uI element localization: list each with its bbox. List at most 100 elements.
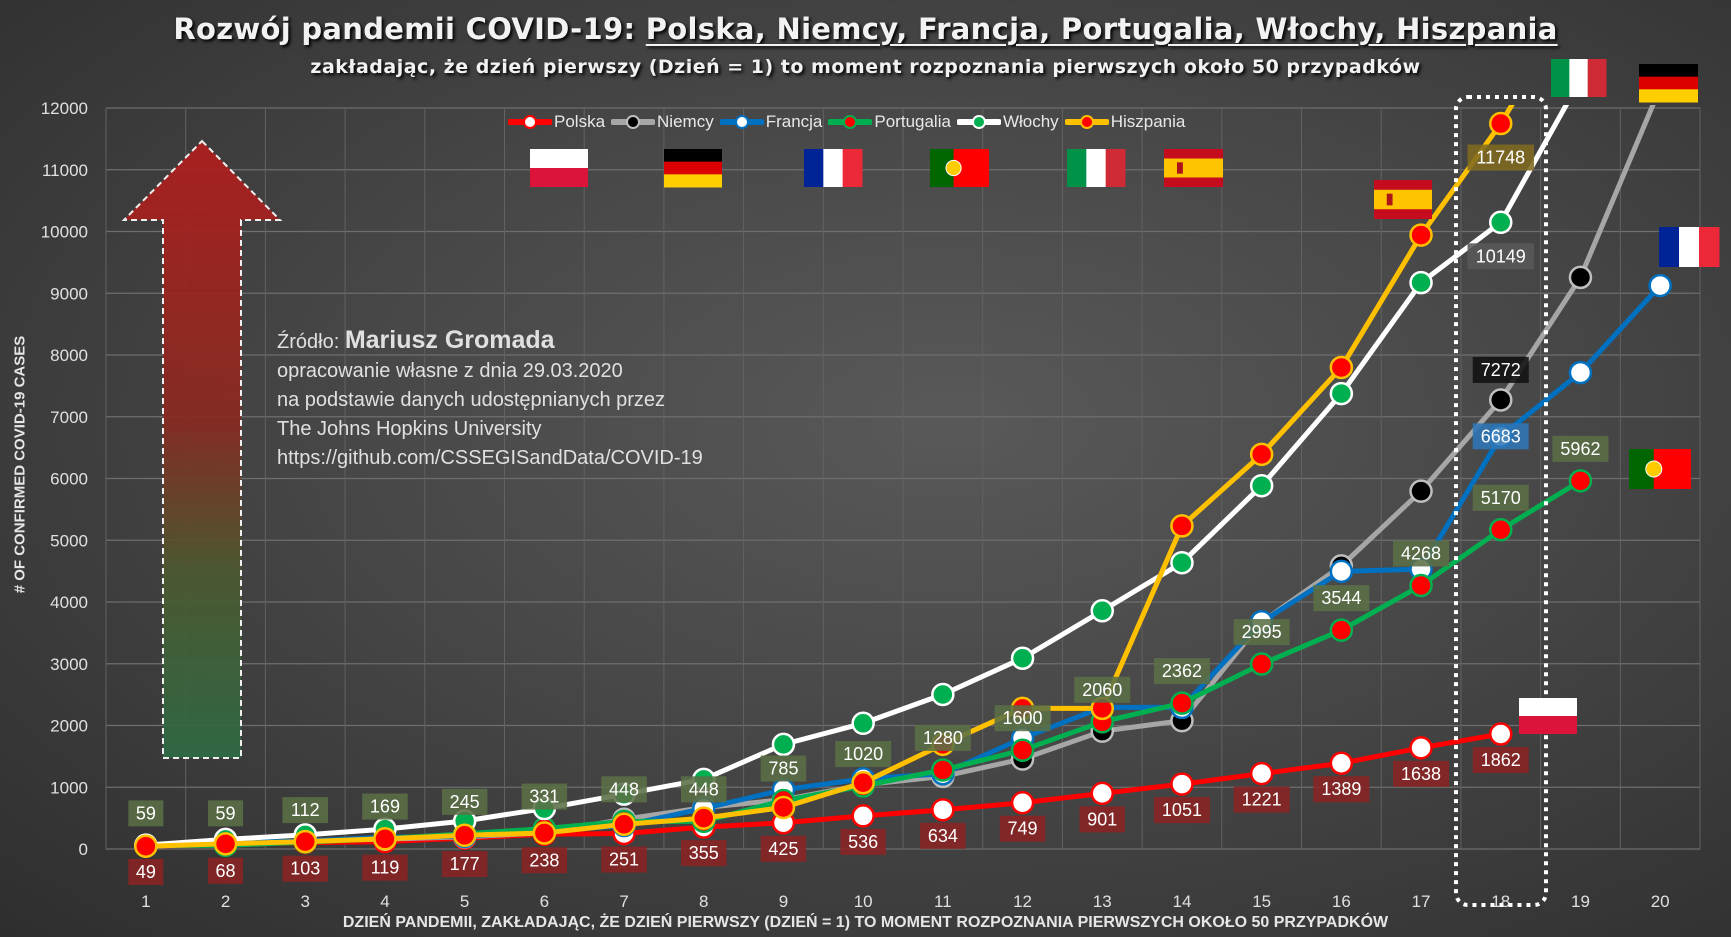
data-label-bg xyxy=(1079,806,1125,833)
data-point xyxy=(1010,646,1035,671)
y-tick-label: 4000 xyxy=(50,593,88,612)
data-point xyxy=(1249,761,1274,786)
data-label-bg xyxy=(208,800,244,827)
data-label: 177 xyxy=(450,854,480,874)
data-label-bg xyxy=(681,776,727,803)
data-point xyxy=(452,823,477,848)
source-author: Mariusz Gromada xyxy=(344,326,555,354)
legend-item-włochy[interactable]: Włochy xyxy=(956,112,1059,132)
data-label-bg xyxy=(1153,658,1210,685)
x-tick-label: 15 xyxy=(1252,892,1271,911)
data-point xyxy=(532,821,557,845)
x-tick-label: 18 xyxy=(1491,892,1510,911)
y-tick-label: 1000 xyxy=(50,778,88,797)
data-label-bg xyxy=(914,724,971,751)
legend: Polska Niemcy Francja Portugalia Włochy Hiszp… xyxy=(508,112,1185,132)
source-link[interactable]: https://github.com/CSSEGISandData/COVID-… xyxy=(277,447,703,469)
data-label-bg xyxy=(282,855,328,882)
data-label-bg xyxy=(1393,760,1450,787)
data-label: 1638 xyxy=(1401,764,1441,784)
data-label: 425 xyxy=(768,839,798,859)
data-label: 1051 xyxy=(1162,800,1202,820)
x-tick-label: 9 xyxy=(779,892,788,911)
legend-label: Włochy xyxy=(1002,112,1059,131)
data-point xyxy=(851,770,875,795)
data-label: 6683 xyxy=(1481,426,1521,446)
data-label-bg xyxy=(1472,484,1529,511)
data-label: 59 xyxy=(216,803,236,823)
flag-de-icon xyxy=(1639,64,1698,103)
data-label: 169 xyxy=(370,797,400,817)
data-label: 10149 xyxy=(1476,246,1526,266)
data-label-bg xyxy=(1472,356,1529,383)
data-label: 7272 xyxy=(1481,360,1521,380)
flag-es-icon xyxy=(1374,180,1432,219)
data-label: 49 xyxy=(136,862,156,882)
gridlines xyxy=(105,107,1701,850)
data-point xyxy=(1329,355,1354,380)
data-point xyxy=(1170,550,1194,575)
data-point xyxy=(1249,652,1274,676)
data-point xyxy=(771,795,796,820)
legend-item-polska[interactable]: Polska xyxy=(508,112,605,132)
x-tick-label: 10 xyxy=(854,892,873,911)
flag-pt-icon xyxy=(1629,449,1691,489)
data-label: 119 xyxy=(371,858,400,878)
up-arrow xyxy=(121,139,283,759)
data-label-bg xyxy=(681,840,727,867)
data-point xyxy=(1010,790,1035,815)
x-tick-label: 4 xyxy=(380,892,389,911)
data-label: 1020 xyxy=(843,744,883,764)
data-label: 5170 xyxy=(1481,488,1521,508)
data-label: 536 xyxy=(848,832,878,852)
data-label-bg xyxy=(362,854,408,881)
legend-marker-icon xyxy=(611,115,656,129)
data-label-bg xyxy=(282,797,328,824)
data-point xyxy=(1409,223,1433,247)
x-tick-label: 13 xyxy=(1093,892,1112,911)
y-tick-label: 6000 xyxy=(50,470,88,489)
x-tick-label: 7 xyxy=(619,892,628,911)
legend-item-hiszpania[interactable]: Hiszpania xyxy=(1064,112,1185,132)
x-tick-label: 17 xyxy=(1412,892,1431,911)
source-annotation: Źródło: Mariusz Gromada opracowanie włas… xyxy=(277,326,703,473)
flags xyxy=(530,59,1720,734)
legend-item-niemcy[interactable]: Niemcy xyxy=(611,112,714,132)
legend-marker-icon xyxy=(508,115,552,129)
data-point xyxy=(1329,618,1354,642)
data-point xyxy=(1648,273,1672,298)
data-point xyxy=(1090,781,1114,806)
data-point xyxy=(692,806,716,830)
x-tick-label: 19 xyxy=(1571,892,1590,911)
data-label: 1600 xyxy=(1003,708,1043,728)
x-axis-title: DZIEŃ PANDEMII, ZAKŁADAJĄC, ŻE DZIEŃ PIE… xyxy=(342,914,1389,931)
data-label: 749 xyxy=(1008,819,1038,839)
data-point xyxy=(1409,573,1433,598)
data-label-bg xyxy=(835,741,892,768)
data-label-bg xyxy=(521,847,568,874)
data-label-bg xyxy=(601,776,647,803)
data-label: 2060 xyxy=(1082,680,1122,700)
data-label: 331 xyxy=(529,787,559,807)
data-label-bg xyxy=(441,788,488,815)
data-label: 2362 xyxy=(1162,661,1202,681)
data-label-bg xyxy=(760,755,807,782)
data-point xyxy=(1329,751,1354,775)
legend-item-portugalia[interactable]: Portugalia xyxy=(828,112,951,132)
x-axis-ticks: 1 2 3 4 5 6 7 8 9 10 11 12 13 14 15 16 17 18 19 20 xyxy=(141,892,1669,911)
data-point xyxy=(1489,210,1513,235)
chart-title: Rozwój pandemii COVID-19: Polska, Niemcy… xyxy=(0,12,1731,46)
data-point xyxy=(1329,559,1354,584)
legend-marker-icon xyxy=(956,115,1001,129)
data-label: 68 xyxy=(216,861,236,881)
data-label: 355 xyxy=(689,843,719,863)
legend-item-francja[interactable]: Francja xyxy=(719,112,822,132)
data-point xyxy=(1409,736,1433,760)
x-tick-label: 2 xyxy=(221,892,230,911)
legend-marker-icon xyxy=(828,115,873,129)
flag-it-icon xyxy=(1551,59,1607,97)
data-label-bg xyxy=(601,846,647,873)
data-label: 1862 xyxy=(1481,750,1521,770)
data-point xyxy=(1409,479,1433,503)
data-point xyxy=(1568,265,1593,290)
